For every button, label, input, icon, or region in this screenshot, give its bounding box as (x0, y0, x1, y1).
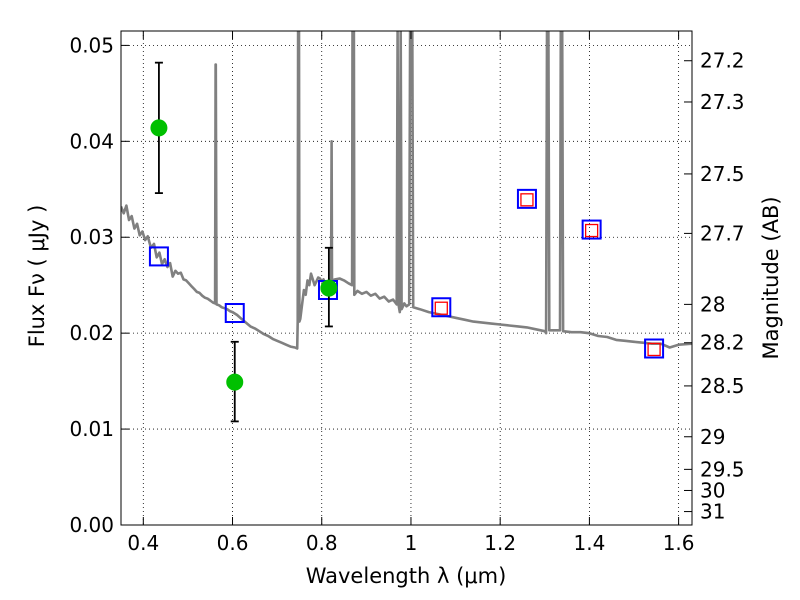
observed-band-square (584, 223, 599, 238)
right-tick-label: 27.5 (700, 162, 745, 186)
y-tick-label: 0.00 (69, 513, 114, 537)
y-tick-label: 0.01 (69, 417, 114, 441)
measured-flux-point (320, 279, 338, 297)
y-tick-label: 0.05 (69, 33, 114, 57)
grid-lines (121, 31, 692, 526)
right-tick-label: 29 (700, 425, 725, 449)
x-tick-label: 1 (405, 531, 418, 555)
x-tick-label: 1.4 (573, 531, 605, 555)
x-axis: 0.4 0.6 0.8 1 1.2 1.4 1.6 (127, 31, 695, 555)
observed-band-square (434, 301, 448, 315)
y-axis-label: Flux Fν ( μJy ) (25, 205, 49, 348)
y-tick-label: 0.04 (69, 129, 114, 153)
right-axis-label: Magnitude (AB) (759, 196, 783, 359)
model-photometry-square (431, 297, 452, 318)
x-tick-label: 0.6 (217, 531, 249, 555)
x-tick-label: 1.2 (484, 531, 516, 555)
x-tick-label: 1.6 (663, 531, 695, 555)
model-spectrum-layer (121, 31, 692, 350)
model-photometry-square (224, 303, 245, 324)
model-photometry-square (644, 338, 665, 359)
x-tick-label: 0.8 (306, 531, 338, 555)
right-tick-label: 28.2 (700, 331, 745, 355)
marker-layer (148, 61, 665, 423)
measured-flux-point (226, 373, 244, 391)
x-axis-label: Wavelength λ (μm) (306, 564, 507, 588)
y-axis: 0.00 0.01 0.02 0.03 0.04 0.05 (69, 33, 129, 537)
model-spectrum-line (121, 31, 692, 350)
right-tick-label: 28 (700, 292, 725, 316)
measured-flux-point (150, 119, 168, 137)
right-tick-label: 28.5 (700, 374, 745, 398)
right-tick-label: 27.3 (700, 90, 745, 114)
plot-frame (120, 30, 693, 526)
observed-band-square (647, 342, 661, 357)
plot-area (121, 31, 692, 423)
observed-band-square (520, 193, 534, 207)
y-tick-label: 0.03 (69, 225, 114, 249)
right-tick-label: 30 (700, 478, 725, 502)
right-tick-label: 29.5 (700, 457, 745, 481)
right-tick-label: 31 (700, 500, 725, 524)
right-tick-label: 27.2 (700, 49, 745, 73)
x-tick-label: 0.4 (127, 531, 159, 555)
model-photometry-square (148, 246, 169, 267)
model-photometry-square (581, 219, 602, 240)
right-tick-label: 27.7 (700, 221, 745, 245)
model-photometry-square (516, 188, 537, 209)
y-tick-label: 0.02 (69, 321, 114, 345)
